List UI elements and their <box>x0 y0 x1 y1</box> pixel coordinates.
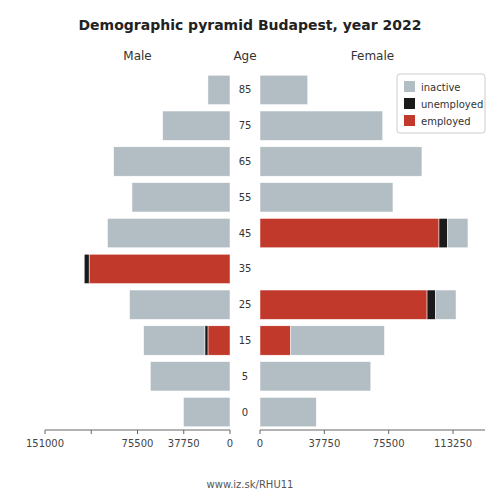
category-label: 55 <box>239 192 252 203</box>
legend-swatch <box>404 98 415 109</box>
title: Demographic pyramid Budapest, year 2022 <box>78 17 421 33</box>
tick-label: 113250 <box>434 438 472 449</box>
tick-label: 0 <box>257 438 263 449</box>
bar <box>448 218 468 247</box>
category-label: 75 <box>239 120 252 131</box>
legend-label: inactive <box>421 82 461 93</box>
bar <box>427 290 436 319</box>
category-label: 35 <box>239 263 252 274</box>
axis-label: Age <box>233 49 256 63</box>
bar <box>260 254 261 283</box>
category-label: 25 <box>239 299 252 310</box>
bar <box>107 218 230 247</box>
bar <box>130 290 230 319</box>
tick <box>137 430 138 434</box>
category-label: 85 <box>239 84 252 95</box>
panel-title: Female <box>351 49 394 63</box>
bar <box>150 362 230 391</box>
bar <box>205 326 208 355</box>
bar <box>89 254 230 283</box>
bar <box>436 290 456 319</box>
bar <box>260 183 393 212</box>
category-label: 5 <box>242 371 248 382</box>
tick <box>183 430 184 434</box>
tick <box>230 430 231 434</box>
bar <box>260 218 439 247</box>
tick <box>91 430 92 434</box>
bar <box>260 397 316 426</box>
tick <box>453 430 454 434</box>
bar <box>163 111 230 140</box>
tick-label: 75500 <box>122 438 154 449</box>
category-label: 15 <box>239 335 252 346</box>
legend-swatch <box>404 115 415 126</box>
tick-label: 151000 <box>26 438 64 449</box>
bar <box>260 254 261 283</box>
tick <box>45 430 46 434</box>
bar <box>260 111 383 140</box>
tick-label: 37750 <box>308 438 340 449</box>
tick <box>388 430 389 434</box>
tick-label: 75500 <box>373 438 405 449</box>
category-label: 65 <box>239 156 252 167</box>
bar <box>439 218 448 247</box>
tick-label: 37750 <box>168 438 200 449</box>
legend-swatch <box>404 81 415 92</box>
bar <box>183 397 230 426</box>
tick <box>260 430 261 434</box>
bar <box>144 326 205 355</box>
bar <box>84 254 89 283</box>
footer: www.iz.sk/RHU11 <box>207 479 294 490</box>
tick <box>324 430 325 434</box>
chart: Demographic pyramid Budapest, year 2022 A… <box>0 0 500 500</box>
legend-label: unemployed <box>421 99 483 110</box>
panel-title: Male <box>123 49 151 63</box>
bar <box>260 326 291 355</box>
bars <box>84 75 230 427</box>
bar <box>114 147 230 176</box>
bar <box>84 254 85 283</box>
bar <box>260 362 371 391</box>
bar <box>260 290 427 319</box>
legend-box <box>397 74 485 133</box>
bar <box>291 326 385 355</box>
bar <box>260 254 261 283</box>
category-label: 45 <box>239 228 252 239</box>
bar <box>260 147 422 176</box>
legend: inactive unemployed employed <box>397 74 485 133</box>
bar <box>208 75 230 104</box>
x-axis-line <box>260 430 485 431</box>
category-label: 0 <box>242 407 248 418</box>
legend-label: employed <box>421 116 471 127</box>
tick-label: 0 <box>227 438 233 449</box>
bar <box>260 75 308 104</box>
bar <box>132 183 230 212</box>
bar <box>208 326 230 355</box>
